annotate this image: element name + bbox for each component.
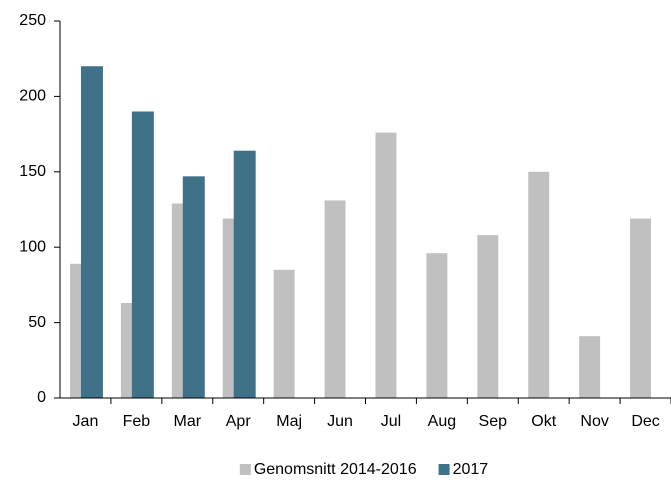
x-tick-label: Sep — [479, 413, 508, 430]
x-tick-label: Okt — [531, 413, 556, 430]
x-tick-label: Jan — [73, 413, 99, 430]
bar — [273, 269, 295, 398]
legend-swatch — [438, 464, 450, 475]
bar — [80, 66, 103, 399]
x-tick-label: Dec — [631, 413, 659, 430]
y-tick-label: 50 — [28, 314, 46, 331]
bar — [375, 132, 397, 399]
legend-swatch — [239, 464, 251, 475]
y-tick-label: 100 — [19, 238, 46, 255]
legend-label: 2017 — [453, 461, 489, 478]
x-tick-label: Maj — [276, 413, 302, 430]
legend-item: 2017 — [438, 461, 489, 478]
x-tick-label: Aug — [428, 413, 456, 430]
x-tick-label: Jul — [381, 413, 401, 430]
y-tick-label: 200 — [19, 88, 46, 105]
y-tick-label: 0 — [37, 389, 46, 406]
bar — [182, 176, 205, 398]
legend-item: Genomsnitt 2014-2016 — [239, 461, 417, 478]
x-tick-label: Apr — [226, 413, 252, 430]
bar — [426, 253, 448, 398]
bar — [131, 111, 154, 398]
x-tick-label: Jun — [327, 413, 353, 430]
bar — [630, 218, 652, 398]
x-tick-label: Feb — [123, 413, 151, 430]
bar — [477, 235, 499, 398]
x-tick-label: Mar — [174, 413, 202, 430]
bar — [528, 171, 550, 398]
bar — [579, 336, 601, 398]
y-tick-label: 250 — [19, 12, 46, 29]
y-tick-label: 150 — [19, 163, 46, 180]
x-tick-label: Nov — [580, 413, 608, 430]
bar — [324, 200, 346, 398]
legend-label: Genomsnitt 2014-2016 — [254, 461, 417, 478]
bar — [233, 150, 256, 398]
